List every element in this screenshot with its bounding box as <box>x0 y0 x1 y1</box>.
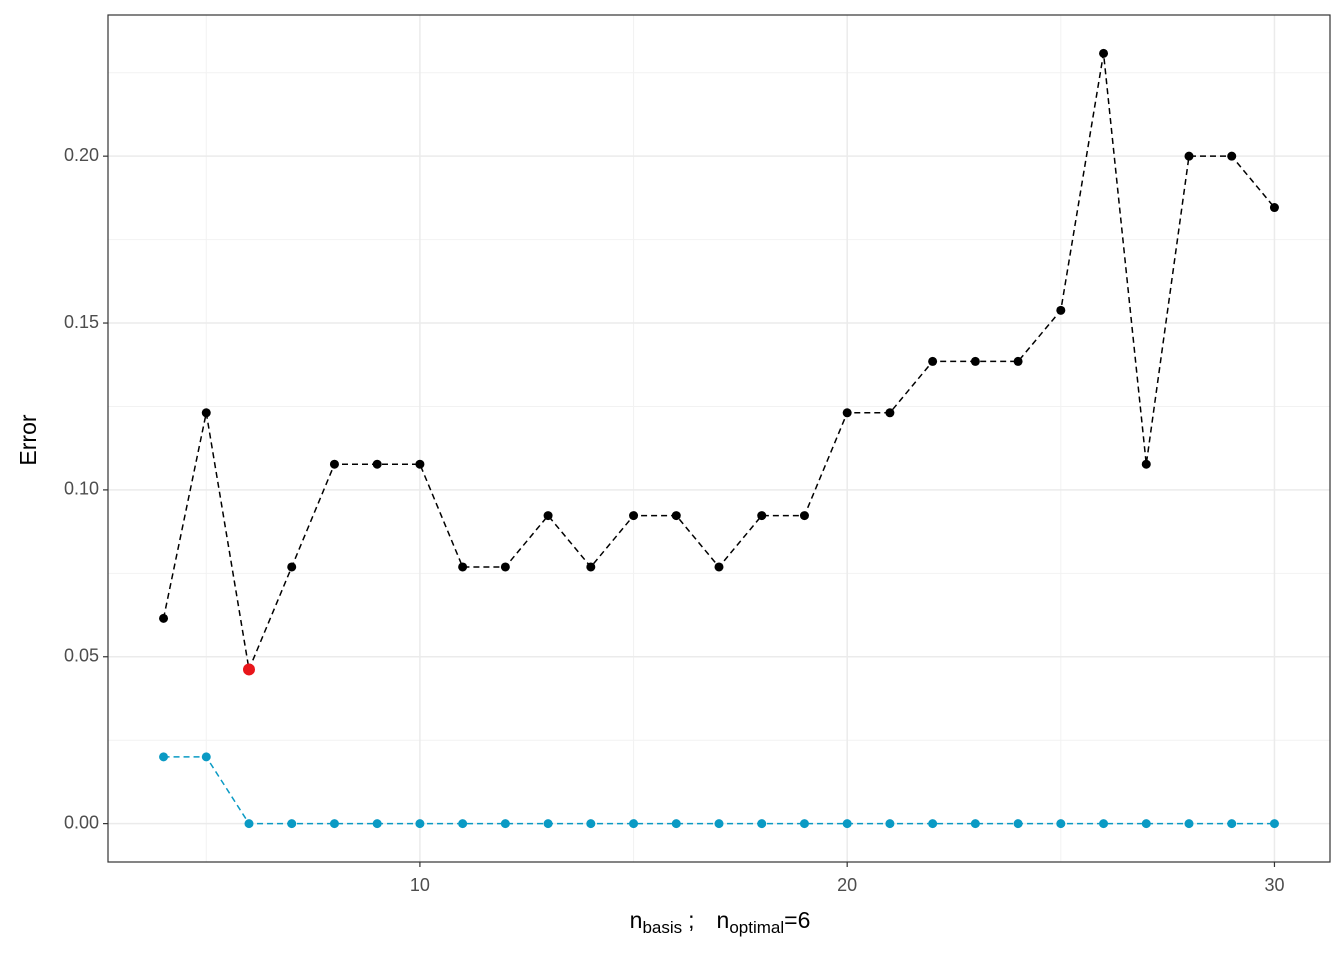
point <box>629 819 639 829</box>
x-title-part: n <box>630 907 643 933</box>
point <box>586 562 596 572</box>
point <box>415 819 425 829</box>
point <box>287 819 297 829</box>
point <box>329 459 339 469</box>
point <box>629 511 639 521</box>
highlight-point <box>243 663 255 676</box>
point <box>458 562 468 572</box>
point <box>842 819 852 829</box>
point <box>885 408 895 418</box>
y-tick-label: 0.10 <box>64 479 99 499</box>
point <box>159 752 169 762</box>
series-line <box>162 53 1276 673</box>
y-tick-label: 0.20 <box>64 145 99 165</box>
point <box>714 562 724 572</box>
point <box>1056 305 1066 315</box>
point <box>799 511 809 521</box>
point <box>1227 151 1237 161</box>
x-tick-label: 20 <box>837 875 857 895</box>
point <box>970 819 980 829</box>
point <box>1141 819 1151 829</box>
point <box>244 819 254 829</box>
x-title-part: n <box>717 907 730 933</box>
x-title-part: ; <box>688 907 694 933</box>
point <box>500 819 510 829</box>
point <box>543 819 553 829</box>
y-axis-title: Error <box>15 414 41 465</box>
point <box>500 562 510 572</box>
x-title-part: 6 <box>798 907 811 933</box>
point <box>928 356 938 366</box>
point <box>1099 48 1109 58</box>
point <box>458 819 468 829</box>
point <box>1184 819 1194 829</box>
x-title-part: = <box>784 907 797 933</box>
point <box>714 819 724 829</box>
point <box>757 819 767 829</box>
point <box>415 459 425 469</box>
x-title-part: optimal <box>729 918 784 937</box>
point <box>1269 203 1279 213</box>
point <box>928 819 938 829</box>
point <box>1013 356 1023 366</box>
y-tick-label: 0.15 <box>64 312 99 332</box>
point <box>1141 459 1151 469</box>
point <box>1099 819 1109 829</box>
point <box>1269 819 1279 829</box>
point <box>970 356 980 366</box>
point <box>372 459 382 469</box>
x-tick-label: 30 <box>1264 875 1284 895</box>
point <box>1056 819 1066 829</box>
point <box>201 752 211 762</box>
point <box>757 511 767 521</box>
point <box>159 613 169 623</box>
point <box>885 819 895 829</box>
point <box>372 819 382 829</box>
point <box>287 562 297 572</box>
point <box>1227 819 1237 829</box>
x-tick-label: 10 <box>410 875 430 895</box>
plot-border <box>107 14 1331 863</box>
point <box>842 408 852 418</box>
point <box>201 408 211 418</box>
point <box>799 819 809 829</box>
point <box>586 819 596 829</box>
y-tick-label: 0.05 <box>64 646 99 666</box>
x-title-part: basis <box>642 918 682 937</box>
y-tick-label: 0.00 <box>64 812 99 832</box>
point <box>543 511 553 521</box>
series-line <box>163 756 1275 825</box>
point <box>329 819 339 829</box>
point <box>671 819 681 829</box>
point <box>671 511 681 521</box>
point <box>1013 819 1023 829</box>
x-axis-title: nbasis; noptimal=6 <box>630 907 811 937</box>
point <box>1184 151 1194 161</box>
